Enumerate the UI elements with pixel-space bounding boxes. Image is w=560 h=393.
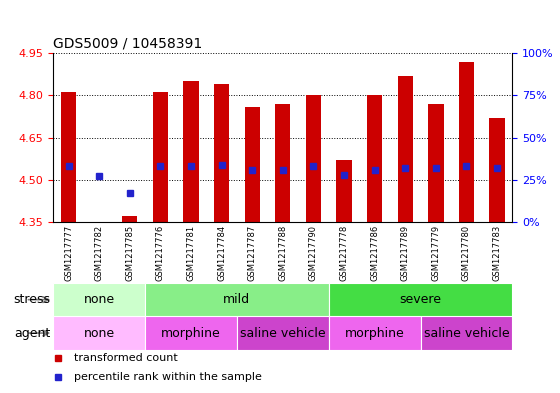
Bar: [489, 118, 505, 222]
Text: morphine: morphine: [161, 327, 221, 340]
Bar: [421, 316, 512, 350]
Bar: [145, 283, 329, 316]
Text: none: none: [83, 327, 115, 340]
Bar: [245, 107, 260, 222]
Bar: [61, 92, 76, 222]
Text: morphine: morphine: [345, 327, 404, 340]
Text: percentile rank within the sample: percentile rank within the sample: [74, 372, 262, 382]
Bar: [459, 62, 474, 222]
Text: mild: mild: [223, 293, 250, 306]
Text: saline vehicle: saline vehicle: [424, 327, 509, 340]
Bar: [153, 92, 168, 222]
Bar: [183, 81, 199, 222]
Bar: [428, 104, 444, 222]
Bar: [367, 95, 382, 222]
Text: agent: agent: [14, 327, 50, 340]
Bar: [275, 104, 291, 222]
Bar: [398, 75, 413, 222]
Text: stress: stress: [13, 293, 50, 306]
Bar: [329, 283, 512, 316]
Text: none: none: [83, 293, 115, 306]
Bar: [329, 316, 421, 350]
Bar: [145, 316, 237, 350]
Text: transformed count: transformed count: [74, 353, 178, 364]
Text: saline vehicle: saline vehicle: [240, 327, 325, 340]
Bar: [237, 316, 329, 350]
Bar: [53, 283, 145, 316]
Bar: [214, 84, 229, 222]
Bar: [306, 95, 321, 222]
Bar: [122, 217, 137, 222]
Text: GDS5009 / 10458391: GDS5009 / 10458391: [53, 37, 203, 50]
Bar: [53, 316, 145, 350]
Text: severe: severe: [400, 293, 441, 306]
Bar: [337, 160, 352, 222]
